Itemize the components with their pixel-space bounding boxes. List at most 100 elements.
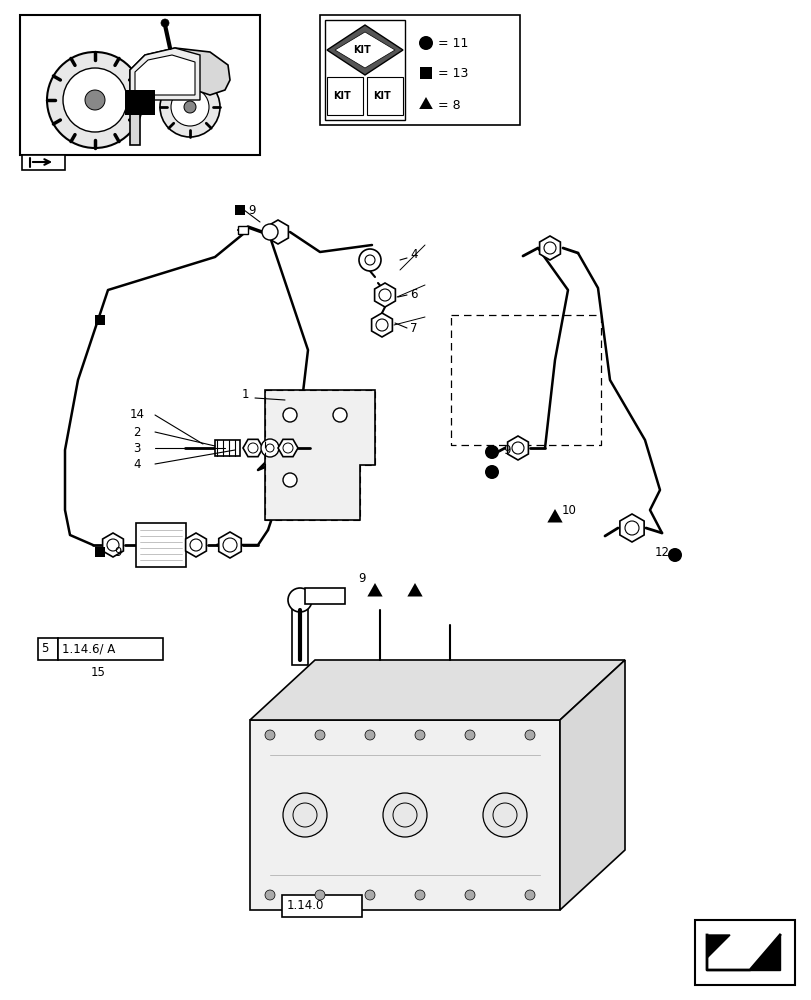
Polygon shape: [335, 32, 394, 68]
Circle shape: [288, 588, 311, 612]
Circle shape: [418, 36, 432, 50]
Circle shape: [465, 890, 474, 900]
Text: KIT: KIT: [372, 91, 390, 101]
Polygon shape: [130, 48, 230, 145]
Circle shape: [667, 548, 681, 562]
Circle shape: [262, 224, 277, 240]
Polygon shape: [367, 583, 382, 596]
Text: 6: 6: [410, 288, 417, 302]
Circle shape: [160, 77, 220, 137]
Bar: [38, 638, 58, 660]
Circle shape: [63, 68, 127, 132]
Circle shape: [161, 19, 169, 27]
Polygon shape: [218, 532, 241, 558]
Text: 9: 9: [358, 572, 365, 584]
Circle shape: [260, 439, 279, 457]
Circle shape: [483, 793, 526, 837]
Circle shape: [223, 538, 237, 552]
Circle shape: [512, 442, 523, 454]
Text: 12: 12: [654, 546, 669, 560]
Polygon shape: [277, 439, 298, 457]
Text: 9: 9: [114, 546, 122, 558]
Circle shape: [525, 730, 534, 740]
Text: = 8: = 8: [437, 99, 460, 112]
Circle shape: [525, 890, 534, 900]
Bar: [327, 77, 363, 115]
Polygon shape: [547, 509, 562, 522]
Polygon shape: [371, 313, 392, 337]
Polygon shape: [135, 55, 195, 95]
Circle shape: [283, 793, 327, 837]
Bar: [215, 440, 240, 456]
Circle shape: [543, 242, 556, 254]
Circle shape: [85, 90, 105, 110]
Circle shape: [315, 890, 324, 900]
Polygon shape: [102, 533, 123, 557]
Circle shape: [624, 521, 638, 535]
Polygon shape: [418, 97, 432, 109]
Circle shape: [171, 88, 208, 126]
Text: KIT: KIT: [333, 91, 350, 101]
Bar: [238, 226, 247, 234]
Polygon shape: [407, 583, 423, 596]
Bar: [292, 600, 307, 665]
Polygon shape: [507, 436, 528, 460]
Bar: [135, 523, 186, 567]
Bar: [281, 895, 362, 917]
Text: 4: 4: [410, 248, 417, 261]
Text: = 13: = 13: [437, 67, 468, 80]
Text: 14: 14: [130, 408, 145, 422]
Text: 2: 2: [133, 426, 140, 438]
Bar: [694, 920, 794, 985]
Bar: [250, 720, 560, 910]
Polygon shape: [560, 660, 624, 910]
Polygon shape: [130, 48, 200, 100]
Circle shape: [465, 730, 474, 740]
Circle shape: [47, 52, 143, 148]
Polygon shape: [268, 220, 288, 244]
Circle shape: [283, 473, 297, 487]
Circle shape: [365, 730, 375, 740]
Polygon shape: [749, 935, 779, 970]
Circle shape: [383, 793, 427, 837]
Text: 4: 4: [133, 458, 140, 471]
Bar: [58, 638, 163, 660]
Circle shape: [315, 730, 324, 740]
Bar: [95, 547, 105, 557]
Text: 9: 9: [502, 444, 510, 456]
Circle shape: [365, 890, 375, 900]
Text: 7: 7: [410, 322, 417, 334]
Text: 5: 5: [41, 643, 49, 656]
Bar: [95, 315, 105, 325]
Circle shape: [283, 408, 297, 422]
Circle shape: [414, 730, 424, 740]
Polygon shape: [539, 236, 560, 260]
Circle shape: [107, 539, 119, 551]
Text: 15: 15: [91, 666, 105, 680]
Text: 3: 3: [133, 442, 140, 454]
Bar: [20, 15, 260, 155]
Bar: [320, 15, 519, 125]
Bar: [367, 77, 402, 115]
Text: 1.14.0: 1.14.0: [286, 899, 324, 912]
Polygon shape: [250, 660, 624, 720]
Text: = 11: = 11: [437, 37, 468, 50]
Polygon shape: [264, 390, 375, 520]
Polygon shape: [619, 514, 643, 542]
Text: 10: 10: [561, 504, 576, 516]
Circle shape: [484, 445, 499, 459]
Text: KIT: KIT: [353, 45, 371, 55]
Bar: [305, 588, 345, 604]
Bar: [324, 20, 405, 120]
Polygon shape: [327, 25, 402, 75]
Text: 9: 9: [247, 204, 255, 217]
Circle shape: [264, 890, 275, 900]
Text: 1: 1: [242, 388, 249, 401]
Bar: [234, 205, 245, 215]
Polygon shape: [706, 935, 729, 958]
Circle shape: [190, 539, 202, 551]
Circle shape: [264, 730, 275, 740]
Polygon shape: [22, 155, 65, 170]
Circle shape: [358, 249, 380, 271]
Bar: [419, 67, 431, 79]
